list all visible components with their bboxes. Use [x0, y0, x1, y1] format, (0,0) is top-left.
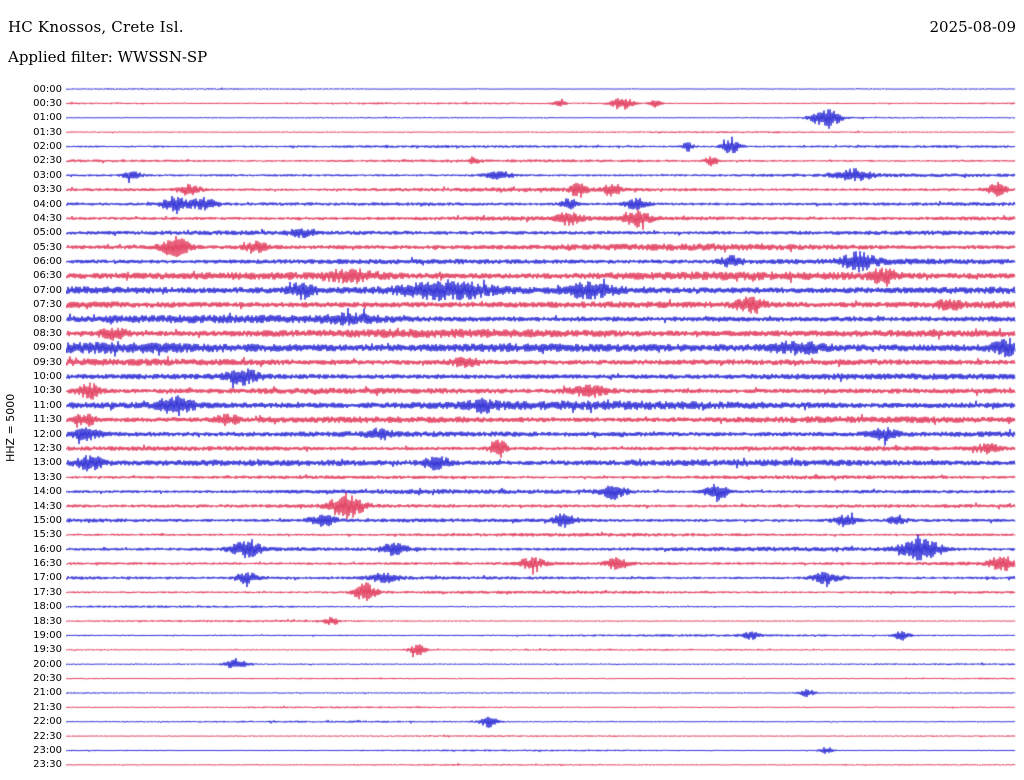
time-label: 19:00	[33, 629, 62, 641]
time-label: 11:30	[33, 414, 62, 426]
time-label: 06:30	[33, 270, 62, 282]
time-label: 22:30	[33, 730, 62, 742]
time-label: 18:30	[33, 615, 62, 627]
time-label: 14:30	[33, 500, 62, 512]
time-label: 16:00	[33, 543, 62, 555]
time-label: 17:00	[33, 572, 62, 584]
time-label: 01:30	[33, 126, 62, 138]
time-label: 20:00	[33, 658, 62, 670]
time-label: 22:00	[33, 716, 62, 728]
time-label: 13:00	[33, 457, 62, 469]
time-label: 05:00	[33, 227, 62, 239]
applied-filter-label: Applied filter: WWSSN-SP	[8, 48, 208, 66]
time-label: 23:00	[33, 744, 62, 756]
time-label: 05:30	[33, 241, 62, 253]
time-label: 02:00	[33, 141, 62, 153]
time-label: 10:30	[33, 385, 62, 397]
time-label: 06:00	[33, 256, 62, 268]
time-label: 08:00	[33, 313, 62, 325]
time-label: 00:30	[33, 97, 62, 109]
time-label: 02:30	[33, 155, 62, 167]
time-label: 13:30	[33, 471, 62, 483]
time-label: 11:00	[33, 399, 62, 411]
time-label: 08:30	[33, 327, 62, 339]
time-label: 15:30	[33, 529, 62, 541]
time-label: 21:30	[33, 701, 62, 713]
time-label: 18:00	[33, 601, 62, 613]
station-title: HC Knossos, Crete Isl.	[8, 18, 184, 36]
time-label: 15:00	[33, 514, 62, 526]
channel-scale-label: HHZ = 5000	[4, 393, 17, 462]
record-date: 2025-08-09	[929, 18, 1016, 36]
time-label: 20:30	[33, 673, 62, 685]
time-label: 09:30	[33, 356, 62, 368]
seismogram-canvas	[66, 78, 1016, 778]
time-label: 01:00	[33, 112, 62, 124]
time-label: 00:00	[33, 83, 62, 95]
time-label: 21:00	[33, 687, 62, 699]
time-label: 03:00	[33, 169, 62, 181]
time-label: 16:30	[33, 558, 62, 570]
time-label: 04:00	[33, 198, 62, 210]
time-label: 10:00	[33, 371, 62, 383]
time-label: 14:00	[33, 486, 62, 498]
time-label: 07:30	[33, 299, 62, 311]
time-label: 12:30	[33, 443, 62, 454]
time-label: 03:30	[33, 184, 62, 196]
time-label: 04:30	[33, 212, 62, 224]
time-label: 17:30	[33, 586, 62, 598]
time-label: 07:00	[33, 284, 62, 296]
time-label: 12:00	[33, 428, 62, 440]
time-label: 09:00	[33, 342, 62, 354]
time-label: 19:30	[33, 644, 62, 656]
time-label: 23:30	[33, 759, 62, 771]
